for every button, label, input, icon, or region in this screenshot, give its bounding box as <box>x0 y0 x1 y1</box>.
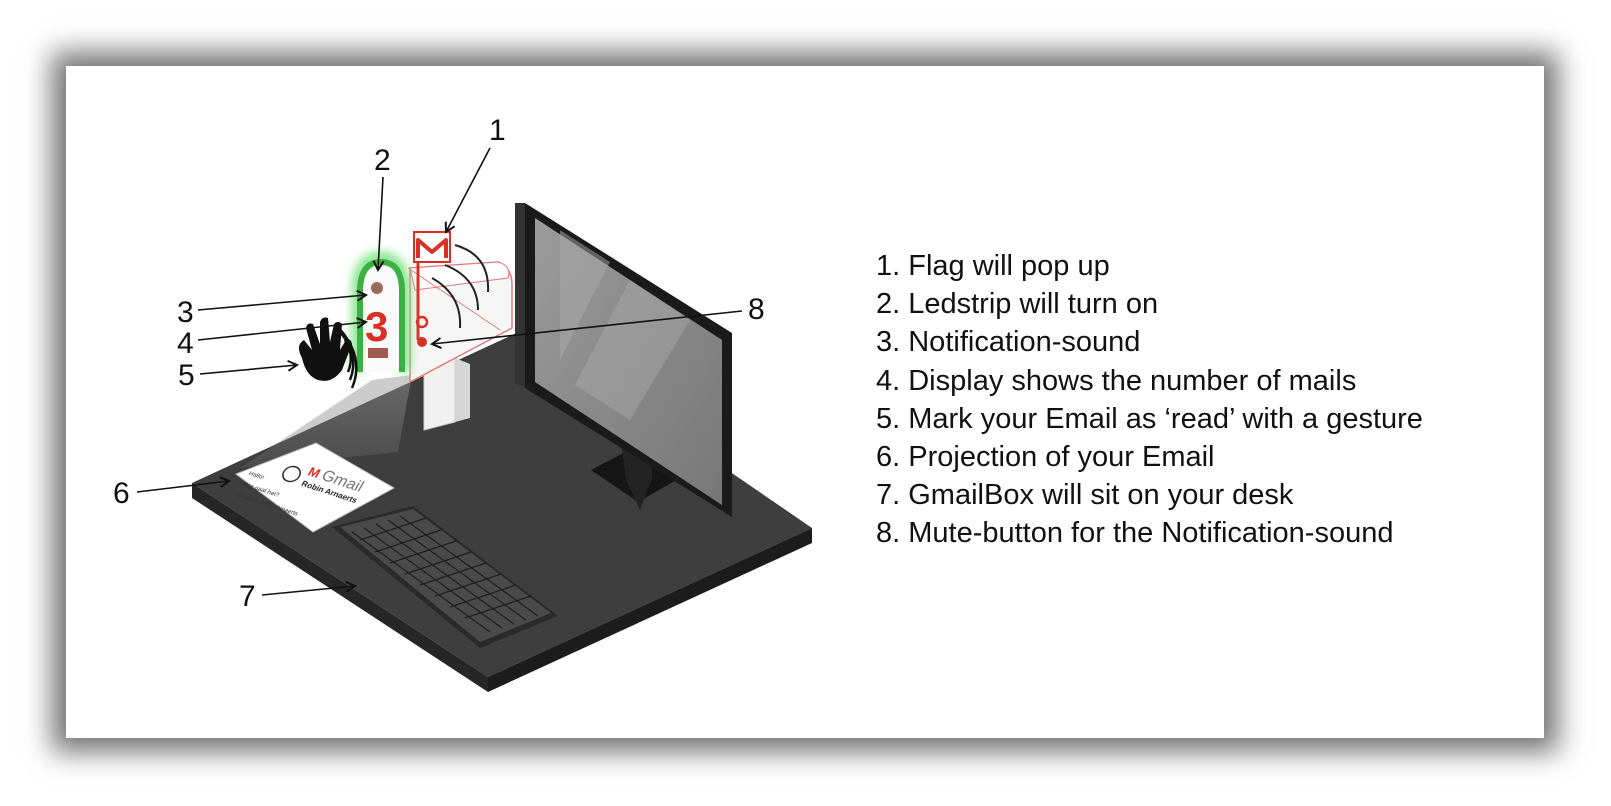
legend-item-3: 3. Notification-sound <box>876 326 1141 359</box>
legend-item-5: 5. Mark your Email as ‘read’ with a gest… <box>876 402 1423 435</box>
callout-numbers: 1 2 3 4 5 6 7 8 <box>113 114 765 613</box>
mute-button-icon <box>415 315 429 347</box>
callout-2: 2 <box>374 144 391 177</box>
hand-wave-icon <box>298 317 352 381</box>
avatar <box>282 465 302 483</box>
mailbox: 3 <box>352 231 513 384</box>
callout-6: 6 <box>113 477 130 510</box>
legend-item-8: 8. Mute-button for the Notification-soun… <box>876 517 1394 550</box>
monitor <box>515 203 732 517</box>
callout-4: 4 <box>177 327 194 360</box>
mailbox-post <box>423 357 470 431</box>
legend-item-6: 6. Projection of your Email <box>876 441 1215 474</box>
gesture-sensor <box>368 348 388 358</box>
legend-item-7: 7. GmailBox will sit on your desk <box>876 479 1294 512</box>
speaker-icon <box>371 282 383 294</box>
keyboard <box>332 506 558 648</box>
legend-item-2: 2. Ledstrip will turn on <box>876 288 1159 321</box>
legend-list: 1. Flag will pop up 2. Ledstrip will tur… <box>876 247 1423 553</box>
mail-count-display: 3 <box>365 303 388 350</box>
callout-7: 7 <box>239 580 256 613</box>
sound-waves-icon <box>334 323 358 389</box>
callout-1: 1 <box>489 114 506 147</box>
callout-3: 3 <box>177 296 194 329</box>
legend-item-4: 4. Display shows the number of mails <box>876 364 1357 397</box>
callout-5: 5 <box>178 359 195 392</box>
callout-lines <box>136 147 743 596</box>
legend-item-1: 1. Flag will pop up <box>876 250 1110 282</box>
projected-email: M Gmail Robin Arnaerts Hallo! Hoe gaat h… <box>234 442 396 533</box>
projection-beam <box>240 375 412 468</box>
projection-line-1: Hallo! <box>247 471 265 481</box>
callout-8: 8 <box>748 293 765 326</box>
figure-card <box>66 66 1544 738</box>
